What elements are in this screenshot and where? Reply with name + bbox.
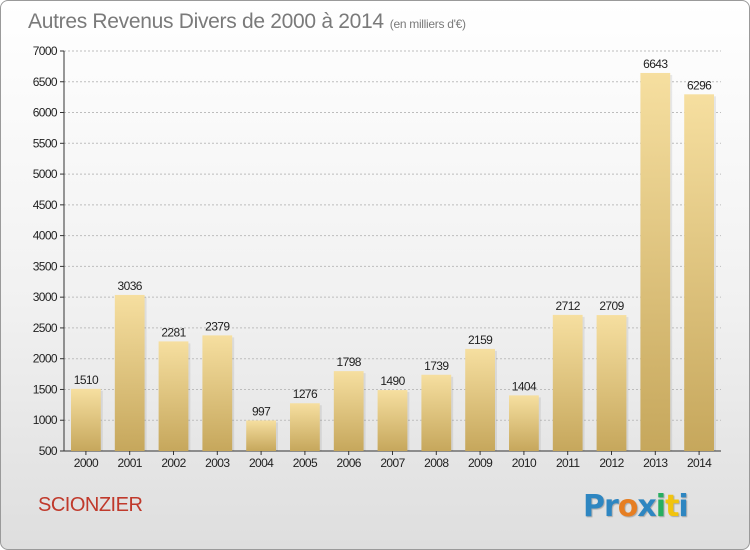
- y-tick-label: 2000: [33, 352, 58, 366]
- bar: [158, 341, 189, 451]
- bar: [640, 72, 671, 451]
- proxiti-logo: Proxiti: [583, 489, 689, 524]
- y-tick-label: 5500: [33, 136, 58, 150]
- data-label: 1510: [74, 373, 99, 387]
- x-tick-label: 2008: [424, 456, 449, 470]
- y-tick-label: 3000: [33, 290, 58, 304]
- data-label: 1798: [337, 355, 362, 369]
- bar: [114, 294, 145, 451]
- y-tick-label: 3500: [33, 259, 58, 273]
- bar: [202, 335, 233, 451]
- chart-title: Autres Revenus Divers de 2000 à 2014 (en …: [28, 10, 466, 34]
- data-label: 3036: [118, 279, 143, 293]
- bar: [552, 314, 583, 451]
- bar: [596, 315, 627, 451]
- x-tick-label: 2011: [556, 456, 580, 470]
- y-tick-label: 6000: [33, 106, 58, 120]
- logo-letter: t: [665, 489, 679, 524]
- x-tick-label: 2002: [161, 456, 186, 470]
- data-label: 997: [252, 404, 271, 418]
- y-tick-label: 1000: [33, 413, 58, 427]
- x-tick-label: 2014: [687, 456, 712, 470]
- chart-unit: (en milliers d'€): [389, 17, 466, 31]
- logo-letter: r: [604, 489, 619, 524]
- logo-letter: x: [637, 489, 656, 524]
- bar: [509, 395, 539, 451]
- logo-letter: i: [655, 489, 666, 524]
- y-tick-label: 5000: [33, 167, 58, 181]
- data-label: 1276: [293, 387, 318, 401]
- y-tick-label: 4500: [33, 198, 58, 212]
- x-tick-label: 2005: [293, 456, 318, 470]
- bar: [421, 374, 452, 451]
- x-tick-label: 2007: [380, 456, 405, 470]
- x-tick-label: 2010: [512, 456, 537, 470]
- logo-letter: P: [583, 489, 605, 524]
- data-label: 2709: [599, 299, 624, 313]
- bar: [684, 94, 714, 452]
- y-tick-label: 500: [39, 444, 58, 458]
- data-label: 2712: [556, 299, 581, 313]
- logo-letter: i: [678, 489, 688, 524]
- x-tick-label: 2013: [643, 456, 668, 470]
- y-tick-label: 2500: [33, 321, 58, 335]
- x-tick-label: 2001: [118, 456, 143, 470]
- x-tick-label: 2003: [205, 456, 230, 470]
- y-tick-label: 6500: [33, 75, 58, 89]
- x-tick-label: 2012: [599, 456, 624, 470]
- bar: [465, 348, 495, 451]
- data-label: 1490: [380, 374, 405, 388]
- bar: [71, 388, 101, 451]
- chart-title-text: Autres Revenus Divers de 2000 à 2014: [28, 10, 384, 33]
- data-label: 2281: [161, 325, 186, 339]
- logo-letter: o: [617, 489, 639, 524]
- city-name: SCIONZIER: [38, 494, 143, 516]
- data-label: 1404: [512, 379, 537, 393]
- bar: [377, 390, 408, 451]
- x-tick-label: 2006: [337, 456, 362, 470]
- x-tick-label: 2004: [249, 456, 274, 470]
- data-label: 6643: [643, 57, 668, 71]
- y-tick-label: 1500: [33, 382, 58, 396]
- x-tick-label: 2000: [74, 456, 99, 470]
- x-tick-label: 2009: [468, 456, 493, 470]
- bar: [290, 403, 320, 451]
- data-label: 1739: [424, 359, 449, 373]
- y-tick-label: 4000: [33, 229, 58, 243]
- data-label: 6296: [687, 78, 712, 92]
- bar: [333, 371, 364, 451]
- y-tick-label: 7000: [33, 44, 58, 58]
- data-label: 2159: [468, 333, 493, 347]
- data-label: 2379: [205, 319, 230, 333]
- bar: [246, 420, 276, 451]
